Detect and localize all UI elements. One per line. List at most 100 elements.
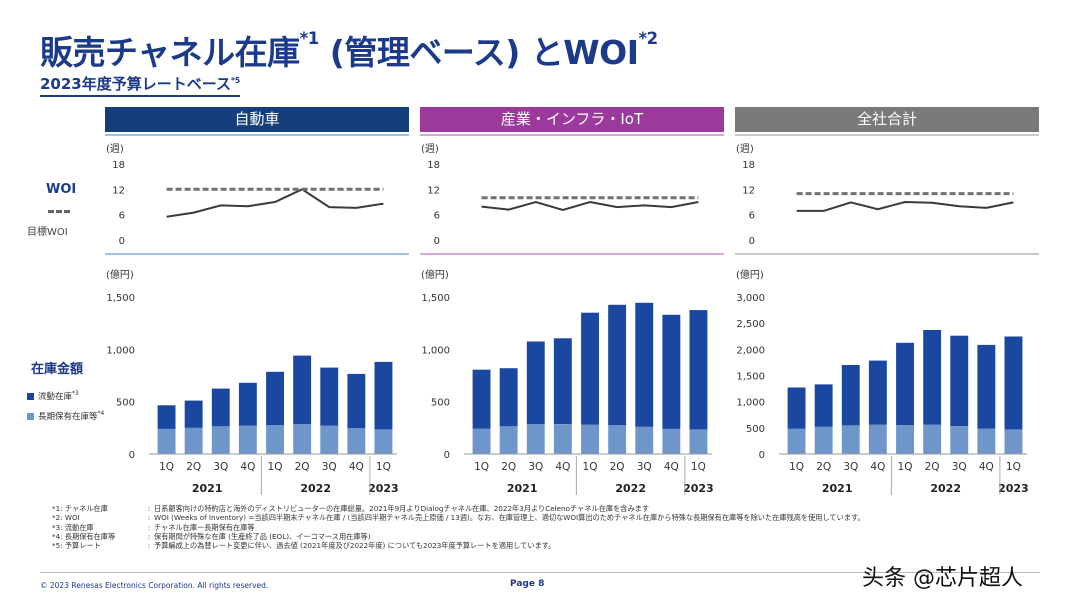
woi-unit-label: (週) [421, 143, 439, 155]
y-tick-label: 1,500 [736, 372, 765, 383]
inventory-chart-automotive: (億円) 0 500 1,000 1,500 1Q 2Q 3Q 4Q 1Q 2Q 3Q 4Q 1Q 2021… [106, 268, 399, 495]
bar-longterm [689, 429, 708, 454]
bar-current [662, 314, 681, 429]
bar-longterm [608, 425, 627, 454]
title-mid: (管理ベース) とWOI [318, 33, 639, 72]
row-divider-total [735, 253, 1039, 255]
footnote-row: *4: 長期保有在庫等: 保有期間が特殊な在庫 (生産終了品 (EOL)、イーコマ… [52, 532, 865, 541]
y-tick-label: 12 [427, 185, 440, 196]
footnote-row: *2: WOI: WOI (Weeks of Inventory) =当該四半期末… [52, 513, 865, 522]
bar-longterm [950, 426, 969, 454]
x-tick-label: 2Q [295, 461, 310, 473]
segment-divider-total [735, 134, 1039, 136]
subtitle-footnote: *5 [231, 76, 241, 85]
year-label: 2021 [507, 482, 538, 495]
page-title: 販売チャネル在庫*1 (管理ベース) とWOI*2 [40, 26, 658, 74]
x-tick-label: 3Q [322, 461, 337, 473]
x-tick-label: 4Q [664, 461, 679, 473]
row-divider-automotive [105, 253, 409, 255]
woi-line [796, 200, 1014, 212]
bar-current [211, 388, 230, 427]
bar-current [868, 360, 887, 425]
x-tick-label: 4Q [349, 461, 364, 473]
year-label: 2023 [683, 482, 714, 495]
y-tick-label: 0 [749, 236, 755, 247]
x-tick-label: 1Q [898, 461, 913, 473]
bar-longterm [814, 426, 833, 454]
bar-longterm [499, 426, 518, 454]
segment-divider-automotive [105, 134, 409, 136]
y-tick-label: 1,500 [421, 293, 450, 304]
bar-longterm [553, 424, 572, 454]
target-woi-dash-icon [48, 210, 70, 213]
bar-current [472, 369, 491, 429]
y-tick-label: 3,000 [736, 293, 765, 304]
year-label: 2022 [615, 482, 646, 495]
woi-label: WOI [46, 182, 77, 197]
bar-longterm [157, 428, 176, 454]
copyright: © 2023 Renesas Electronics Corporation. … [40, 581, 269, 590]
x-tick-label: 1Q [691, 461, 706, 473]
footnotes: *1: チャネル在庫: 日系顧客向けの特約店と海外のディストリビューターの在庫総量… [52, 504, 865, 550]
bar-longterm [374, 429, 393, 454]
bar-current [977, 344, 996, 429]
y-tick-label: 1,500 [106, 293, 135, 304]
footnote-sep: : [147, 504, 151, 513]
y-tick-label: 6 [434, 211, 440, 222]
x-tick-label: 3Q [637, 461, 652, 473]
woi-line [166, 188, 384, 218]
x-tick-label: 1Q [159, 461, 174, 473]
bar-longterm [896, 425, 914, 454]
segment-header-industrial: 産業・インフラ・IoT [420, 107, 724, 132]
legend-longterm-swatch [27, 413, 34, 420]
bar-current [266, 371, 284, 426]
footnote-key: *2: WOI [52, 513, 80, 523]
woi-unit-label: (週) [106, 143, 124, 155]
footnote-sep: : [147, 522, 151, 532]
bar-longterm [787, 428, 806, 454]
bar-current [841, 365, 860, 426]
bar-current [499, 368, 518, 427]
inventory-chart-industrial: (億円) 0 500 1,000 1,500 1Q 2Q 3Q 4Q 1Q 2Q 3Q 4Q 1Q 2021… [421, 268, 714, 495]
y-tick-label: 18 [742, 160, 755, 171]
year-label: 2021 [822, 482, 853, 495]
inventory-unit-label: (億円) [106, 268, 134, 281]
footnote-row: *3: 流動在庫: チャネル在庫ー長期保有在庫等 [52, 523, 865, 532]
bar-longterm [347, 428, 366, 454]
y-tick-label: 0 [759, 450, 765, 461]
bar-current [293, 355, 312, 425]
x-tick-label: 2Q [816, 461, 831, 473]
footnote-row: *1: チャネル在庫: 日系顧客向けの特約店と海外のディストリビューターの在庫総量… [52, 504, 865, 513]
inventory-chart-total: (億円) 0 500 1,000 1,500 2,000 2,500 3,000 1Q 2Q 3Q 4… [736, 268, 1029, 495]
footnote-key: *4: 長期保有在庫等 [52, 531, 116, 541]
bar-longterm [923, 424, 942, 454]
x-tick-label: 2Q [925, 461, 940, 473]
bar-current [787, 387, 806, 429]
y-tick-label: 2,500 [736, 319, 765, 330]
year-label: 2023 [368, 482, 399, 495]
bar-longterm [238, 425, 257, 454]
y-tick-label: 6 [749, 211, 755, 222]
bar-current [814, 384, 833, 427]
y-tick-label: 18 [427, 160, 440, 171]
woi-chart-total: (週) 0 6 12 18 [736, 143, 1014, 247]
bar-longterm [1004, 429, 1023, 454]
y-tick-label: 500 [431, 398, 450, 409]
year-label: 2021 [192, 482, 223, 495]
bar-longterm [472, 428, 491, 454]
bar-longterm [266, 425, 284, 454]
x-tick-label: 2Q [610, 461, 625, 473]
bar-longterm [320, 425, 339, 454]
bar-current [157, 405, 176, 429]
page-number: Page 8 [510, 579, 545, 589]
x-tick-label: 2Q [186, 461, 201, 473]
footnote-text: WOI (Weeks of Inventory) =当該四半期末チャネル在庫 /… [154, 513, 865, 523]
x-tick-label: 4Q [555, 461, 570, 473]
x-tick-label: 4Q [240, 461, 255, 473]
x-tick-label: 4Q [979, 461, 994, 473]
footnote-key: *1: チャネル在庫 [52, 504, 108, 513]
segment-header-automotive: 自動車 [105, 107, 409, 132]
bar-current [608, 304, 627, 426]
bar-longterm [977, 428, 996, 454]
bar-current [1004, 336, 1023, 430]
